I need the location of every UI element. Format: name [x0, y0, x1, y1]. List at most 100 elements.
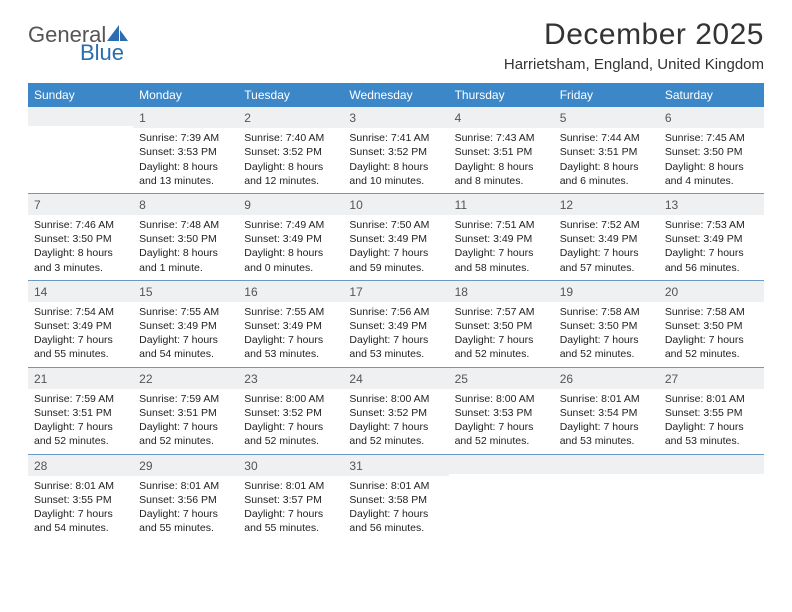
day-number: 21: [28, 368, 133, 389]
day-detail-line: Daylight: 7 hours: [244, 507, 337, 521]
day-detail-line: Daylight: 8 hours: [34, 246, 127, 260]
day-detail-line: Daylight: 7 hours: [139, 507, 232, 521]
day-detail-line: Sunset: 3:51 PM: [139, 406, 232, 420]
day-number: 26: [554, 368, 659, 389]
day-cell: 29Sunrise: 8:01 AMSunset: 3:56 PMDayligh…: [133, 455, 238, 541]
week-row: 21Sunrise: 7:59 AMSunset: 3:51 PMDayligh…: [28, 367, 764, 454]
day-detail-line: Daylight: 7 hours: [560, 333, 653, 347]
day-details: [449, 474, 554, 482]
day-detail-line: Sunset: 3:49 PM: [244, 319, 337, 333]
day-detail-line: Sunrise: 7:46 AM: [34, 218, 127, 232]
day-detail-line: Sunrise: 7:58 AM: [665, 305, 758, 319]
day-detail-line: and 52 minutes.: [455, 347, 548, 361]
day-detail-line: and 6 minutes.: [560, 174, 653, 188]
day-detail-line: Sunset: 3:50 PM: [139, 232, 232, 246]
day-detail-line: Sunrise: 8:01 AM: [139, 479, 232, 493]
day-details: Sunrise: 7:58 AMSunset: 3:50 PMDaylight:…: [659, 302, 764, 367]
day-cell: 14Sunrise: 7:54 AMSunset: 3:49 PMDayligh…: [28, 281, 133, 367]
day-detail-line: Sunrise: 7:52 AM: [560, 218, 653, 232]
day-number: 7: [28, 194, 133, 215]
day-detail-line: Sunrise: 7:54 AM: [34, 305, 127, 319]
day-detail-line: Daylight: 7 hours: [34, 420, 127, 434]
day-detail-line: Daylight: 7 hours: [34, 507, 127, 521]
day-detail-line: Daylight: 7 hours: [139, 420, 232, 434]
day-cell: 15Sunrise: 7:55 AMSunset: 3:49 PMDayligh…: [133, 281, 238, 367]
header: GeneralBlue December 2025 Harrietsham, E…: [28, 18, 764, 73]
day-detail-line: Sunset: 3:50 PM: [34, 232, 127, 246]
day-cell: 20Sunrise: 7:58 AMSunset: 3:50 PMDayligh…: [659, 281, 764, 367]
day-cell: 23 Sunrise: 8:00 AMSunset: 3:52 PMDayligh…: [238, 368, 343, 454]
day-detail-line: and 52 minutes.: [349, 434, 442, 448]
day-number: 18: [449, 281, 554, 302]
day-detail-line: Sunrise: 8:00 AM: [244, 392, 337, 406]
day-details: Sunrise: 7:46 AMSunset: 3:50 PMDaylight:…: [28, 215, 133, 280]
day-cell: 5Sunrise: 7:44 AMSunset: 3:51 PMDaylight…: [554, 107, 659, 193]
day-cell: 31Sunrise: 8:01 AMSunset: 3:58 PMDayligh…: [343, 455, 448, 541]
day-detail-line: Sunrise: 7:53 AM: [665, 218, 758, 232]
day-details: Sunrise: 7:59 AMSunset: 3:51 PMDaylight:…: [133, 389, 238, 454]
day-details: Sunrise: 8:01 AMSunset: 3:55 PMDaylight:…: [28, 476, 133, 541]
day-detail-line: and 3 minutes.: [34, 261, 127, 275]
day-detail-line: Daylight: 7 hours: [34, 333, 127, 347]
day-detail-line: Sunrise: 7:55 AM: [139, 305, 232, 319]
day-cell: 25Sunrise: 8:00 AMSunset: 3:53 PMDayligh…: [449, 368, 554, 454]
day-number: [659, 455, 764, 474]
day-number: 30: [238, 455, 343, 476]
day-number: 6: [659, 107, 764, 128]
day-cell-empty: [449, 455, 554, 541]
day-number: 24: [343, 368, 448, 389]
day-number: 4: [449, 107, 554, 128]
day-number: 17: [343, 281, 448, 302]
day-detail-line: Daylight: 7 hours: [665, 246, 758, 260]
dow-wednesday: Wednesday: [343, 83, 448, 107]
day-detail-line: Sunset: 3:50 PM: [665, 145, 758, 159]
day-detail-line: Sunrise: 7:44 AM: [560, 131, 653, 145]
day-detail-line: Sunrise: 7:40 AM: [244, 131, 337, 145]
day-detail-line: and 59 minutes.: [349, 261, 442, 275]
day-detail-line: Daylight: 7 hours: [244, 420, 337, 434]
day-detail-line: Sunrise: 7:49 AM: [244, 218, 337, 232]
day-detail-line: Sunset: 3:53 PM: [139, 145, 232, 159]
day-number: 20: [659, 281, 764, 302]
title-block: December 2025 Harrietsham, England, Unit…: [504, 18, 764, 73]
day-details: [659, 474, 764, 482]
week-row: 7Sunrise: 7:46 AMSunset: 3:50 PMDaylight…: [28, 193, 764, 280]
day-cell: 9Sunrise: 7:49 AMSunset: 3:49 PMDaylight…: [238, 194, 343, 280]
logo: GeneralBlue: [28, 18, 129, 64]
day-details: Sunrise: 7:54 AMSunset: 3:49 PMDaylight:…: [28, 302, 133, 367]
day-number: 11: [449, 194, 554, 215]
day-cell: 21Sunrise: 7:59 AMSunset: 3:51 PMDayligh…: [28, 368, 133, 454]
day-detail-line: Daylight: 7 hours: [349, 420, 442, 434]
day-detail-line: and 12 minutes.: [244, 174, 337, 188]
day-detail-line: and 54 minutes.: [34, 521, 127, 535]
dow-sunday: Sunday: [28, 83, 133, 107]
week-row: 1Sunrise: 7:39 AMSunset: 3:53 PMDaylight…: [28, 107, 764, 193]
day-details: Sunrise: 7:49 AMSunset: 3:49 PMDaylight:…: [238, 215, 343, 280]
day-detail-line: and 53 minutes.: [665, 434, 758, 448]
day-detail-line: Sunrise: 7:56 AM: [349, 305, 442, 319]
dow-tuesday: Tuesday: [238, 83, 343, 107]
day-detail-line: Sunset: 3:49 PM: [34, 319, 127, 333]
day-cell: 18Sunrise: 7:57 AMSunset: 3:50 PMDayligh…: [449, 281, 554, 367]
day-details: Sunrise: 8:01 AMSunset: 3:54 PMDaylight:…: [554, 389, 659, 454]
day-details: Sunrise: 7:53 AMSunset: 3:49 PMDaylight:…: [659, 215, 764, 280]
day-cell: 22Sunrise: 7:59 AMSunset: 3:51 PMDayligh…: [133, 368, 238, 454]
day-detail-line: Daylight: 8 hours: [455, 160, 548, 174]
day-number: [449, 455, 554, 474]
day-detail-line: Sunrise: 7:43 AM: [455, 131, 548, 145]
logo-text-blue: Blue: [80, 42, 129, 64]
day-detail-line: Daylight: 7 hours: [560, 246, 653, 260]
day-cell: 13Sunrise: 7:53 AMSunset: 3:49 PMDayligh…: [659, 194, 764, 280]
day-detail-line: and 4 minutes.: [665, 174, 758, 188]
day-detail-line: Sunset: 3:50 PM: [665, 319, 758, 333]
day-detail-line: and 53 minutes.: [349, 347, 442, 361]
day-details: Sunrise: 8:01 AMSunset: 3:57 PMDaylight:…: [238, 476, 343, 541]
day-detail-line: Sunset: 3:52 PM: [244, 406, 337, 420]
day-cell: 16Sunrise: 7:55 AMSunset: 3:49 PMDayligh…: [238, 281, 343, 367]
day-details: Sunrise: 8:01 AMSunset: 3:56 PMDaylight:…: [133, 476, 238, 541]
day-number: 22: [133, 368, 238, 389]
day-detail-line: Daylight: 8 hours: [244, 246, 337, 260]
day-detail-line: Daylight: 7 hours: [455, 420, 548, 434]
day-number: 8: [133, 194, 238, 215]
day-number: 23: [238, 368, 343, 389]
